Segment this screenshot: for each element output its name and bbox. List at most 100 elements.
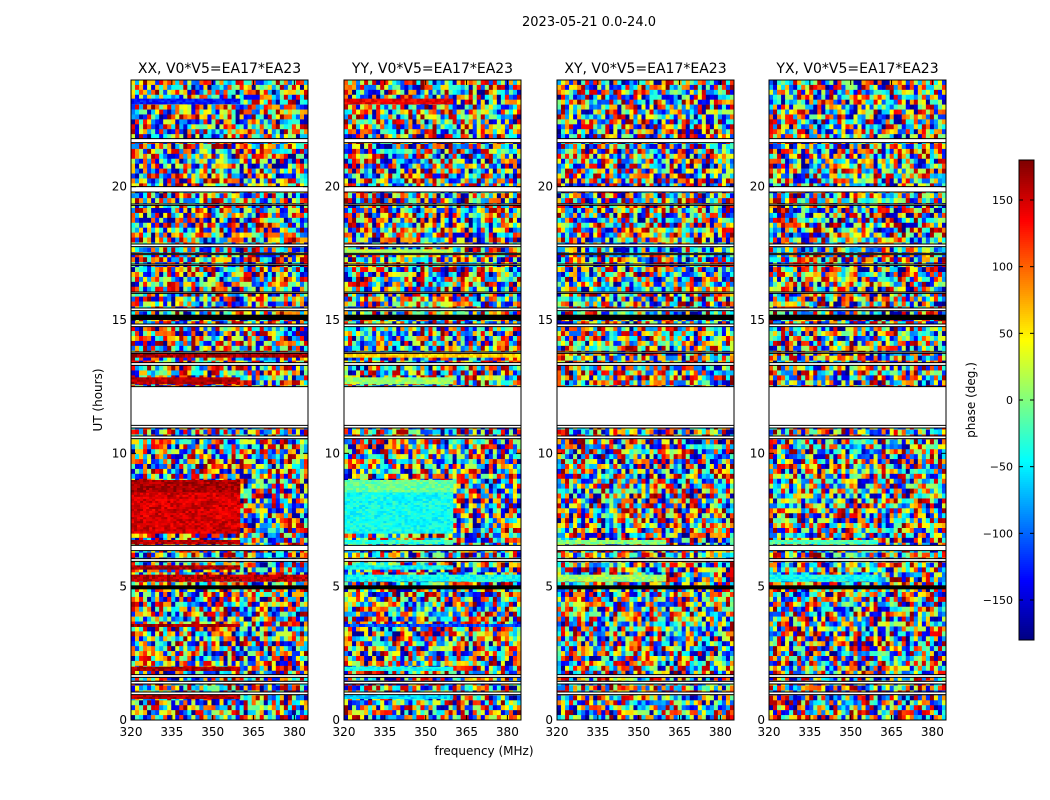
colorbar-segment: [1019, 304, 1034, 307]
flagged-band: [769, 558, 946, 562]
flagged-band: [769, 545, 946, 551]
colorbar-segment: [1019, 600, 1034, 603]
colorbar-segment: [1019, 368, 1034, 371]
colorbar-segment: [1019, 564, 1034, 567]
colorbar-segment: [1019, 594, 1034, 597]
colorbar-segment: [1019, 556, 1034, 559]
colorbar-segment: [1019, 474, 1034, 477]
colorbar-segment: [1019, 510, 1034, 513]
flagged-band: [769, 674, 946, 678]
colorbar-segment: [1019, 192, 1034, 195]
colorbar-segment: [1019, 536, 1034, 539]
colorbar-segment: [1019, 422, 1034, 425]
flagged-band: [131, 362, 308, 366]
colorbar-segment: [1019, 394, 1034, 397]
flagged-band: [131, 324, 308, 327]
colorbar-segment: [1019, 404, 1034, 407]
colorbar-segment: [1019, 296, 1034, 299]
flagged-band: [131, 138, 308, 143]
colorbar-segment: [1019, 542, 1034, 545]
colorbar-segment: [1019, 526, 1034, 529]
flagged-band: [557, 386, 734, 427]
colorbar-segment: [1019, 482, 1034, 485]
panel-title: XY, V0*V5=EA17*EA23: [564, 61, 726, 77]
colorbar-segment: [1019, 472, 1034, 475]
flagged-band: [131, 292, 308, 294]
colorbar-segment: [1019, 628, 1034, 631]
y-tick-label: 0: [545, 713, 553, 727]
y-tick-label: 5: [545, 580, 553, 594]
colorbar-segment: [1019, 456, 1034, 459]
colorbar-segment: [1019, 264, 1034, 267]
panel-frame: [768, 79, 947, 721]
colorbar-segment: [1019, 540, 1034, 543]
flagged-band: [344, 253, 521, 255]
colorbar-segment: [1019, 486, 1034, 489]
flagged-band: [344, 436, 521, 439]
colorbar-segment: [1019, 622, 1034, 625]
heatmap-cells: [557, 80, 734, 720]
flagged-band: [769, 436, 946, 439]
heatmap-panels: XX, V0*V5=EA17*EA23 320 335 350 365 380 0 5 10 15…: [112, 61, 947, 739]
colorbar-segment: [1019, 416, 1034, 419]
colorbar-segment: [1019, 508, 1034, 511]
colorbar-segment: [1019, 562, 1034, 565]
colorbar-segment: [1019, 356, 1034, 359]
colorbar-segment: [1019, 342, 1034, 345]
x-tick-label: 365: [880, 725, 903, 739]
flagged-band: [344, 692, 521, 695]
colorbar-segment: [1019, 414, 1034, 417]
colorbar-segment: [1019, 398, 1034, 401]
colorbar-segment: [1019, 412, 1034, 415]
y-tick-label: 10: [538, 446, 553, 460]
colorbar-segment: [1019, 498, 1034, 501]
colorbar-segment: [1019, 288, 1034, 291]
y-tick-label: 5: [757, 580, 765, 594]
x-tick-label: 380: [496, 725, 519, 739]
colorbar-segment: [1019, 616, 1034, 619]
colorbar-segment: [1019, 176, 1034, 179]
colorbar-segment: [1019, 230, 1034, 233]
colorbar-segment: [1019, 186, 1034, 189]
x-tick-label: 320: [120, 725, 143, 739]
flagged-band: [557, 545, 734, 551]
colorbar-segment: [1019, 254, 1034, 257]
y-tick-label: 10: [750, 446, 765, 460]
y-tick-label: 20: [538, 180, 553, 194]
flagged-band: [769, 362, 946, 366]
colorbar-segment: [1019, 420, 1034, 423]
colorbar-segment: [1019, 266, 1034, 269]
colorbar-segment: [1019, 466, 1034, 469]
colorbar-segment: [1019, 442, 1034, 445]
colorbar-segment: [1019, 320, 1034, 323]
colorbar-segment: [1019, 374, 1034, 377]
colorbar-segment: [1019, 274, 1034, 277]
flagged-band: [344, 264, 521, 266]
colorbar-segment: [1019, 268, 1034, 271]
colorbar-segment: [1019, 612, 1034, 615]
x-tick-label: 320: [758, 725, 781, 739]
flagged-band: [344, 362, 521, 366]
colorbar-segment: [1019, 182, 1034, 185]
colorbar-segment: [1019, 452, 1034, 455]
colorbar-segment: [1019, 372, 1034, 375]
colorbar-segment: [1019, 318, 1034, 321]
colorbar-segment: [1019, 340, 1034, 343]
colorbar-segment: [1019, 216, 1034, 219]
colorbar-tick-label: −100: [983, 527, 1013, 540]
colorbar-segment: [1019, 524, 1034, 527]
flagged-band: [557, 692, 734, 695]
colorbar-segment: [1019, 504, 1034, 507]
flagged-band: [131, 264, 308, 266]
colorbar-segment: [1019, 480, 1034, 483]
colorbar-segment: [1019, 166, 1034, 169]
y-tick-label: 0: [119, 713, 127, 727]
colorbar-segment: [1019, 588, 1034, 591]
colorbar-segment: [1019, 550, 1034, 553]
colorbar-segment: [1019, 276, 1034, 279]
flagged-band: [131, 692, 308, 695]
flagged-band: [131, 558, 308, 562]
colorbar-segment: [1019, 234, 1034, 237]
colorbar-segment: [1019, 636, 1034, 639]
flagged-band: [344, 292, 521, 294]
